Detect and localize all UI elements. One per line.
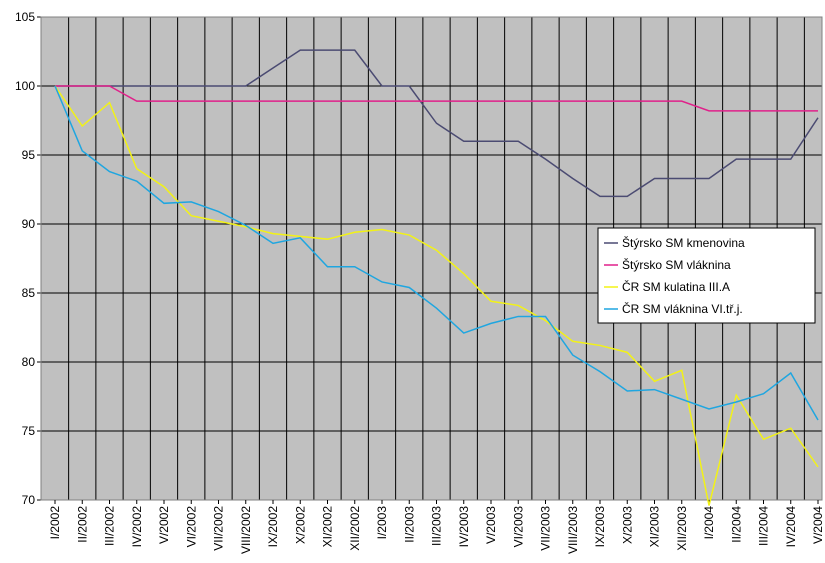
line-series [54, 85, 819, 421]
x-tick-label: V/2004 [811, 506, 825, 544]
x-tick-label: X/2002 [293, 506, 307, 544]
y-tick-label: 90 [22, 217, 36, 231]
x-tick-label: XII/2003 [675, 506, 689, 551]
x-tick-label: XI/2002 [321, 506, 335, 548]
x-tick-label: II/2002 [75, 506, 89, 543]
legend-label: Štýrsko SM vláknina [622, 257, 731, 272]
x-tick-label: VIII/2003 [566, 506, 580, 554]
x-tick-label: I/2004 [702, 506, 716, 540]
x-tick-label: XII/2002 [348, 506, 362, 551]
y-tick-label: 80 [22, 355, 36, 369]
y-tick-label: 105 [15, 10, 35, 24]
line-series [55, 85, 818, 112]
x-tick-label: III/2002 [103, 506, 117, 546]
x-tick-label: IX/2003 [593, 506, 607, 548]
x-tick-label: I/2002 [48, 506, 62, 540]
x-tick-label: VI/2002 [184, 506, 198, 548]
y-tick-label: 70 [22, 493, 36, 507]
x-tick-label: VII/2002 [212, 506, 226, 551]
y-tick-label: 75 [22, 424, 36, 438]
x-tick-label: XI/2003 [648, 506, 662, 548]
x-tick-label: X/2003 [620, 506, 634, 544]
line-series [54, 85, 819, 506]
plot-border [40, 16, 823, 501]
legend-label: ČR SM kulatina III.A [622, 279, 730, 294]
x-tick-label: V/2002 [157, 506, 171, 544]
x-tick-label: II/2003 [402, 506, 416, 543]
x-tick-label: V/2003 [484, 506, 498, 544]
x-tick-label: IV/2004 [784, 506, 798, 548]
y-tick-label: 85 [22, 286, 36, 300]
x-tick-label: II/2004 [729, 506, 743, 543]
y-tick-label: 100 [15, 79, 35, 93]
x-tick-label: I/2003 [375, 506, 389, 540]
x-tick-label: VI/2003 [511, 506, 525, 548]
legend-box [597, 227, 816, 324]
x-tick-label: IV/2002 [130, 506, 144, 548]
legend-label: ČR SM vláknina VI.tř.j. [622, 301, 743, 316]
line-series [55, 49, 819, 198]
legend-label: Štýrsko SM kmenovina [622, 235, 745, 250]
x-tick-label: VIII/2002 [239, 506, 253, 554]
y-tick-label: 95 [22, 148, 36, 162]
x-tick-label: III/2004 [757, 506, 771, 546]
x-tick-label: IV/2003 [457, 506, 471, 548]
x-tick-label: VII/2003 [539, 506, 553, 551]
x-tick-label: III/2003 [430, 506, 444, 546]
x-tick-label: IX/2002 [266, 506, 280, 548]
